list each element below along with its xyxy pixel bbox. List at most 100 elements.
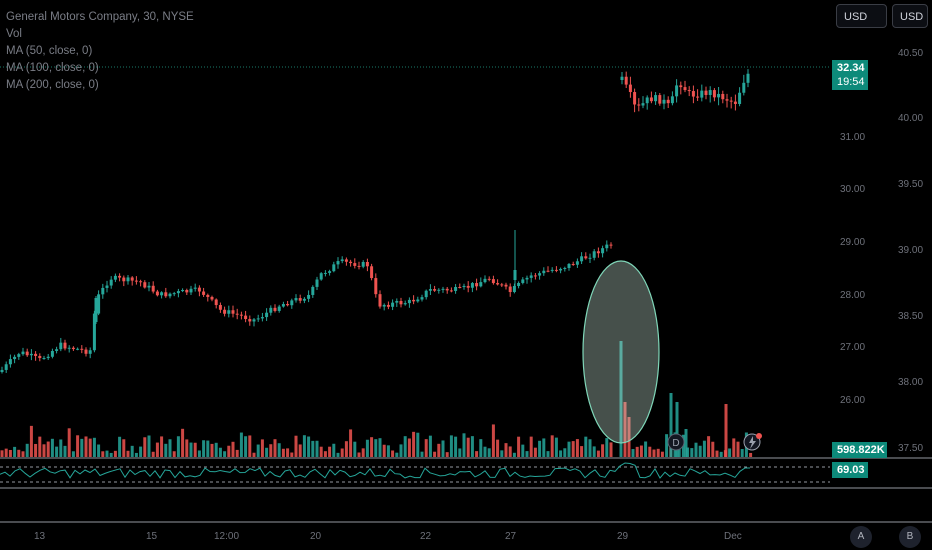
price-tick-secondary-3: 28.00 — [840, 290, 866, 301]
volume-bar-180 — [684, 429, 688, 457]
volume-bar-117 — [491, 424, 495, 457]
volume-bar-146 — [619, 341, 623, 457]
candle-body-49 — [206, 294, 210, 297]
candle-body-44 — [185, 289, 189, 293]
volume-bar-42 — [176, 436, 180, 457]
candle-body-112 — [470, 283, 474, 288]
candle-body-1 — [4, 364, 8, 370]
candle-body-12 — [50, 350, 54, 357]
volume-bar-138 — [580, 446, 584, 457]
volume-indicator-label[interactable]: Vol — [6, 28, 22, 40]
price-tick-secondary-0: 31.00 — [840, 132, 866, 143]
candle-body-129 — [542, 270, 546, 274]
candle-body-127 — [533, 275, 537, 277]
volume-bar-13 — [55, 446, 59, 457]
volume-bar-10 — [42, 444, 46, 457]
currency-button-1[interactable]: USD — [836, 4, 887, 28]
candle-body-162 — [679, 85, 683, 88]
candle-body-146 — [94, 298, 98, 322]
volume-bar-14 — [59, 439, 63, 457]
volume-bar-125 — [525, 451, 529, 457]
auto-scale-button[interactable]: A — [850, 526, 872, 548]
volume-bar-134 — [563, 448, 567, 457]
candle-body-148 — [620, 76, 624, 80]
volume-bar-38 — [160, 436, 164, 457]
volume-bar-143 — [601, 444, 605, 457]
candle-body-102 — [428, 289, 432, 291]
candle-body-55 — [231, 310, 235, 314]
candle-body-41 — [172, 293, 176, 295]
volume-bar-52 — [218, 447, 222, 457]
candle-body-13 — [55, 349, 59, 351]
candle-body-20 — [84, 349, 88, 354]
candle-body-53 — [223, 309, 227, 314]
candle-body-43 — [181, 289, 185, 292]
volume-bar-168 — [711, 441, 715, 457]
volume-bar-23 — [97, 444, 101, 457]
volume-bar-5 — [21, 451, 25, 457]
volume-bar-89 — [374, 439, 378, 457]
volume-bar-139 — [584, 436, 588, 457]
candle-body-153 — [641, 103, 645, 106]
candle-body-111 — [466, 285, 470, 288]
candle-body-119 — [500, 284, 504, 286]
volume-bar-3 — [13, 446, 17, 457]
volume-bar-74 — [311, 440, 315, 457]
candle-body-135 — [567, 263, 571, 268]
volume-bar-111 — [466, 437, 470, 457]
volume-bar-12 — [50, 438, 54, 457]
time-tick-0: 13 — [34, 531, 46, 542]
volume-bar-131 — [550, 435, 554, 457]
volume-bar-90 — [378, 438, 382, 457]
volume-bar-120 — [504, 443, 508, 457]
candle-body-30 — [126, 277, 130, 282]
candle-body-171 — [717, 93, 721, 98]
candle-body-40 — [168, 293, 172, 297]
price-tick-2: 39.50 — [898, 179, 924, 190]
candle-body-172 — [721, 93, 725, 100]
volume-bar-60 — [252, 452, 256, 457]
volume-bar-64 — [269, 444, 273, 457]
volume-bar-39 — [164, 443, 168, 457]
candle-body-58 — [244, 315, 248, 320]
volume-bar-1 — [4, 448, 8, 457]
currency-button-2[interactable]: USD — [892, 4, 928, 28]
volume-bar-154 — [652, 449, 656, 457]
candle-body-173 — [725, 99, 729, 101]
ma200-indicator-label[interactable]: MA (200, close, 0) — [6, 79, 99, 91]
candle-body-34 — [143, 282, 147, 288]
candle-body-159 — [666, 99, 670, 104]
symbol-title[interactable]: General Motors Company, 30, NYSE — [6, 11, 194, 23]
volume-bar-126 — [529, 436, 533, 457]
volume-bar-25 — [105, 450, 109, 457]
candle-body-21 — [88, 350, 92, 354]
dividend-badge[interactable] — [667, 433, 685, 451]
candle-body-17 — [71, 347, 75, 350]
volume-bar-162 — [686, 447, 690, 457]
volume-bar-144 — [605, 438, 609, 457]
volume-bar-172 — [728, 448, 732, 457]
volume-bar-155 — [656, 448, 660, 457]
candle-body-0 — [0, 369, 4, 372]
candle-body-157 — [658, 95, 662, 104]
candle-body-91 — [382, 304, 386, 307]
candle-body-10 — [42, 358, 46, 360]
candle-body-169 — [708, 90, 712, 95]
ma100-indicator-label[interactable]: MA (100, close, 0) — [6, 62, 99, 74]
volume-bar-72 — [302, 435, 306, 457]
log-scale-button[interactable]: B — [899, 526, 921, 548]
ma50-indicator-label[interactable]: MA (50, close, 0) — [6, 45, 93, 57]
volume-bar-99 — [416, 432, 420, 457]
volume-bar-179 — [675, 402, 679, 457]
time-tick-6: 29 — [617, 531, 629, 542]
volume-bar-45 — [189, 442, 193, 457]
volume-bar-4 — [17, 449, 21, 457]
candle-body-131 — [550, 269, 554, 271]
volume-bar-37 — [155, 442, 159, 457]
candle-body-126 — [529, 275, 533, 278]
volume-bar-22 — [92, 437, 96, 457]
volume-bar-128 — [538, 440, 542, 457]
volume-bar-77 — [323, 451, 327, 457]
candle-body-51 — [214, 299, 218, 306]
